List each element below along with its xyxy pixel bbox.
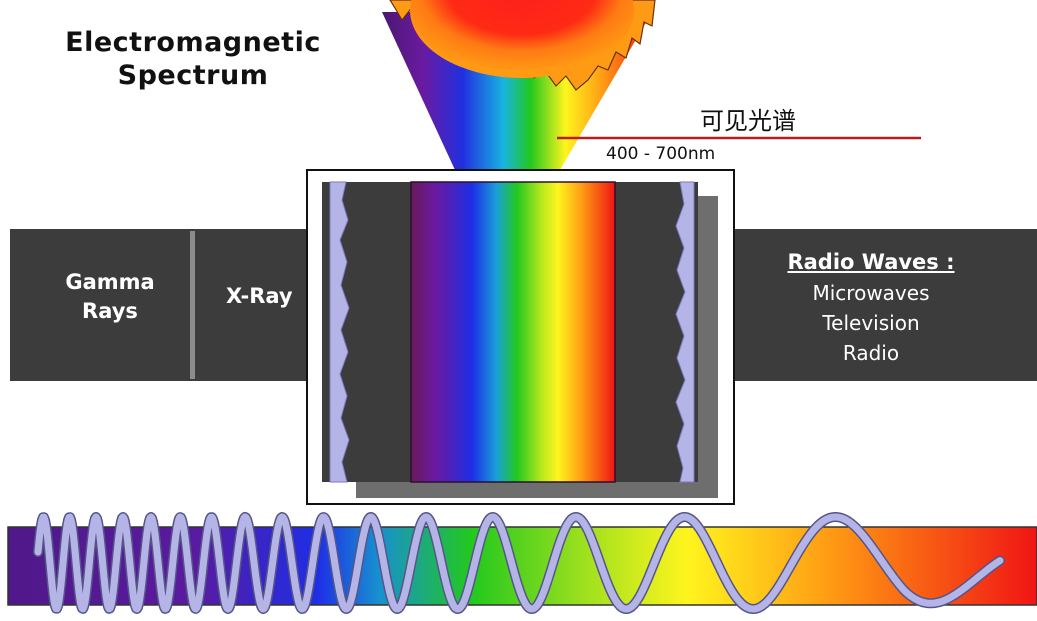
gamma-line-2: Rays (82, 299, 138, 323)
gamma-line-1: Gamma (65, 270, 155, 294)
visible-spectrum-strip (410, 181, 616, 483)
radio-waves-list: Radio Waves : Microwaves Television Radi… (756, 246, 986, 368)
sun-icon (389, 0, 656, 91)
diagram-title: Electromagnetic Spectrum (50, 26, 336, 92)
visible-spectrum-label: 可见光谱 (700, 107, 796, 135)
title-line-1: Electromagnetic (65, 27, 321, 58)
visible-range-label: 400 - 700nm (606, 144, 716, 164)
sine-wave-icon (33, 512, 1005, 614)
x-ray-label: X-Ray (226, 284, 293, 308)
radio-waves-heading: Radio Waves : (787, 250, 955, 274)
radio-item-microwaves: Microwaves (812, 281, 930, 305)
radio-item-radio: Radio (842, 341, 900, 365)
gamma-rays-label: Gamma Rays (40, 268, 180, 326)
band-divider (190, 231, 195, 379)
torn-edge-left (329, 181, 350, 483)
radio-item-television: Television (822, 311, 920, 335)
title-line-2: Spectrum (117, 60, 269, 91)
torn-edge-right (675, 181, 695, 483)
